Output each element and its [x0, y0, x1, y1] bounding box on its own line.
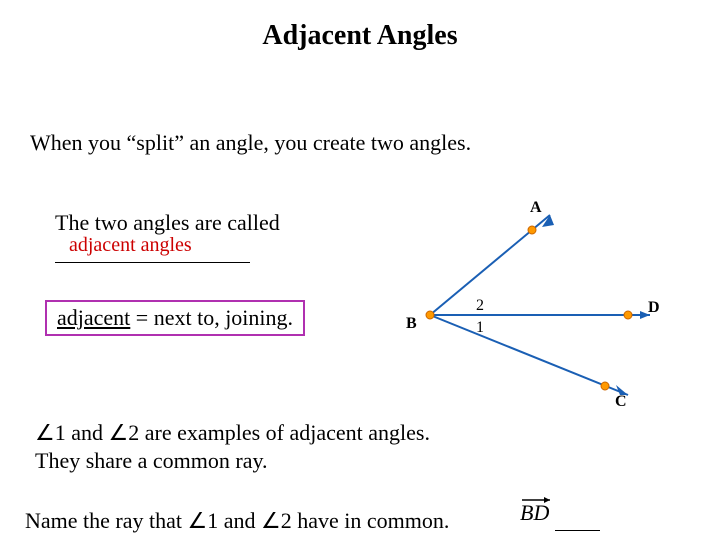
point-label-b-text: B — [406, 315, 417, 333]
point-label-c-text: C — [615, 393, 627, 411]
q-m1: 1 and — [207, 508, 261, 533]
answer-blank-underline — [555, 530, 600, 531]
angle-icon: ∠ — [188, 508, 208, 533]
angle-label-2: 2 — [476, 297, 484, 315]
angle-diagram: 150 A B D C 2 1 — [400, 205, 680, 415]
ex-a2: 2 are examples of adjacent angles. — [128, 420, 430, 445]
q-m2: 2 have in common. — [281, 508, 450, 533]
blank-answer: adjacent angles — [69, 234, 192, 257]
angle-icon: ∠ — [35, 420, 55, 445]
angle-icon: ∠ — [109, 420, 129, 445]
diagram-svg — [400, 205, 680, 415]
example-line-a: ∠1 and ∠2 are examples of adjacent angle… — [35, 420, 430, 446]
blank-underline — [55, 262, 250, 263]
q-pre: Name the ray that — [25, 508, 188, 533]
intro-line: When you “split” an angle, you create tw… — [30, 130, 471, 156]
question-line: Name the ray that ∠1 and ∠2 have in comm… — [25, 508, 449, 534]
called-line: The two angles are called — [55, 210, 280, 236]
point-label-d-text: D — [648, 299, 660, 317]
point-label-a-text: A — [530, 199, 542, 217]
answer-ray: BD — [520, 500, 549, 526]
definition-box: adjacent = next to, joining. — [45, 300, 305, 336]
example-line-b: They share a common ray. — [35, 448, 268, 474]
definition-rest: = next to, joining. — [130, 305, 293, 330]
definition-term: adjacent — [57, 305, 130, 330]
page-title: Adjacent Angles — [0, 20, 720, 52]
angle-icon: ∠ — [261, 508, 281, 533]
ex-a1: 1 and — [55, 420, 109, 445]
angle-label-1: 1 — [476, 319, 484, 337]
